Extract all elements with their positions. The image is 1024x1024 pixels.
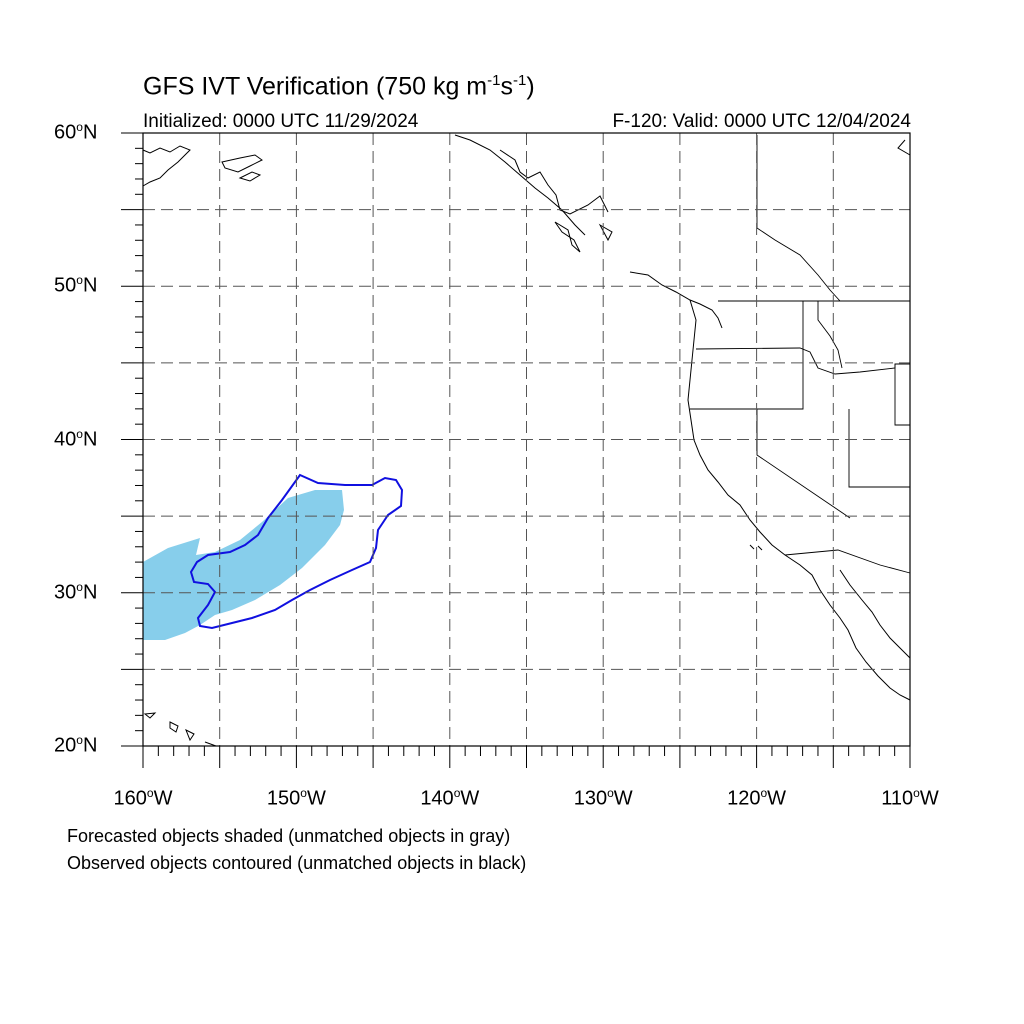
- init-time-label: Initialized: 0000 UTC 11/29/2024: [143, 111, 419, 132]
- graticule: [143, 133, 910, 746]
- observed-object-contour: [189, 473, 404, 630]
- legend-note-observed: Observed objects contoured (unmatched ob…: [67, 853, 527, 873]
- chart-title: GFS IVT Verification (750 kg m-1s-1): [143, 72, 535, 101]
- lat-label-40: 40oN: [54, 426, 98, 451]
- political-boundaries: [690, 135, 911, 574]
- legend-note-forecast: Forecasted objects shaded (unmatched obj…: [67, 826, 511, 846]
- lat-label-60: 60oN: [54, 120, 98, 144]
- lon-label-110: 110oW: [881, 786, 939, 810]
- lat-label-30: 30oN: [54, 579, 98, 604]
- lon-label-120: 120oW: [727, 786, 787, 810]
- lon-label-160: 160oW: [113, 786, 173, 810]
- lat-label-50: 50oN: [54, 273, 98, 297]
- lon-label-130: 130oW: [573, 786, 633, 810]
- map-frame: [142, 132, 911, 747]
- forecast-object: [143, 490, 344, 640]
- axis-ticks: [121, 132, 911, 768]
- coastlines: [142, 134, 911, 747]
- lon-label-150: 150oW: [266, 786, 326, 810]
- lon-label-140: 140oW: [420, 786, 480, 810]
- valid-time-label: F-120: Valid: 0000 UTC 12/04/2024: [612, 111, 911, 132]
- lat-label-20: 20oN: [54, 733, 98, 757]
